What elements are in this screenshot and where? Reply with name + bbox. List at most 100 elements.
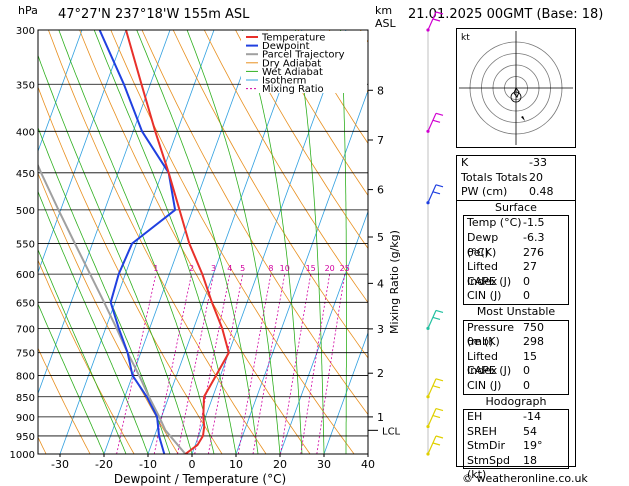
legend-entry: Mixing Ratio bbox=[262, 84, 324, 95]
index-value: 298 bbox=[523, 335, 544, 349]
mixing-ratio-line bbox=[237, 274, 272, 454]
wind-barb bbox=[426, 407, 444, 429]
pressure-tick-label: 900 bbox=[16, 413, 35, 424]
legend-entry: Dry Adiabat bbox=[262, 58, 321, 69]
index-value: 20 bbox=[529, 170, 543, 184]
wind-barb bbox=[426, 378, 444, 399]
wind-barb-dot bbox=[426, 326, 430, 330]
mixing-ratio-label: 8 bbox=[268, 264, 273, 273]
index-label: Lifted Index bbox=[467, 260, 498, 288]
pressure-tick-label: 650 bbox=[16, 298, 35, 309]
index-row: θe (K) 298 bbox=[464, 335, 568, 350]
mixing-ratio-label: 25 bbox=[340, 264, 350, 273]
hodograph: kt bbox=[459, 31, 573, 145]
wind-barb-flag bbox=[432, 442, 441, 446]
index-row: Temp (°C) -1.5 bbox=[464, 216, 568, 231]
index-row: PW (cm) 0.48 bbox=[457, 185, 575, 200]
datetime-label: 21.01.2025 00GMT (Base: 18) bbox=[408, 7, 604, 22]
credit-label: © weatheronline.co.uk bbox=[462, 472, 588, 485]
location-label: 47°27'N 237°18'W 155m ASL bbox=[58, 7, 250, 22]
index-value: 0 bbox=[523, 289, 530, 303]
pressure-tick-label: 600 bbox=[16, 270, 35, 281]
km-tick-label: 1 bbox=[377, 411, 384, 424]
isotherm-line bbox=[191, 30, 347, 454]
wind-barb-dot bbox=[426, 201, 430, 205]
pressure-tick-label: 450 bbox=[16, 169, 35, 180]
wind-barb-flag bbox=[435, 184, 444, 188]
wind-barb-flag bbox=[435, 11, 444, 15]
wind-barb-flag bbox=[435, 112, 444, 116]
hodograph-unit: kt bbox=[461, 33, 470, 43]
index-label: Temp (°C) bbox=[467, 216, 522, 230]
wind-barb-staff bbox=[427, 378, 437, 398]
wind-barb-staff bbox=[427, 435, 437, 455]
pressure-tick-label: 950 bbox=[16, 432, 35, 443]
dry-adiabat-line bbox=[266, 30, 368, 197]
mixing-ratio-label: 5 bbox=[240, 264, 245, 273]
index-label: Totals Totals bbox=[461, 170, 528, 184]
wind-barb-dot bbox=[426, 395, 430, 399]
index-label: Pressure (mb) bbox=[467, 320, 514, 349]
index-label: StmSpd (kt) bbox=[467, 453, 510, 482]
hodograph-section: EH -14 SREH 54 StmDir 19° StmSpd (kt) 18 bbox=[463, 409, 569, 482]
hpa-unit-label: hPa bbox=[18, 4, 38, 17]
index-value: 19° bbox=[523, 439, 543, 453]
lcl-label: LCL bbox=[382, 426, 401, 437]
temperature-tick-label: -10 bbox=[139, 458, 157, 471]
index-row: Pressure (mb) 750 bbox=[464, 320, 568, 349]
wind-barb bbox=[426, 435, 444, 456]
index-value: 750 bbox=[523, 320, 544, 334]
pressure-tick-label: 800 bbox=[16, 371, 35, 382]
wind-barb-staff bbox=[427, 310, 437, 329]
wind-barb-flag bbox=[432, 119, 441, 123]
wind-barb-staff bbox=[427, 11, 437, 31]
mixing-ratio-label: 2 bbox=[189, 264, 194, 273]
wind-barb-flag bbox=[432, 191, 441, 195]
index-row: StmSpd (kt) 18 bbox=[464, 453, 568, 482]
index-row: CIN (J) 0 bbox=[464, 289, 568, 304]
hodograph-panel: kt bbox=[456, 28, 576, 148]
temperature-tick-label: 10 bbox=[229, 458, 243, 471]
mixing-ratio-label: 4 bbox=[227, 264, 232, 273]
wind-barb-staff bbox=[427, 184, 437, 204]
most-unstable-section: Pressure (mb) 750 θe (K) 298 Lifted Index 15 C… bbox=[463, 319, 569, 395]
wind-barb-flag bbox=[432, 414, 441, 419]
wind-barb-flag bbox=[432, 316, 441, 320]
temperature-profile bbox=[125, 30, 230, 454]
temperature-tick-label: -20 bbox=[95, 458, 113, 471]
index-value: -33 bbox=[529, 156, 547, 169]
plot-frame bbox=[37, 29, 369, 455]
legend-entry: Dewpoint bbox=[262, 41, 310, 52]
legend-entry: Temperature bbox=[261, 33, 325, 44]
indices-table: K -33 Totals Totals 20 PW (cm) 0.48 Surface T… bbox=[456, 155, 576, 482]
isotherm-line bbox=[147, 30, 303, 454]
mixing-ratio-axis-title: Mixing Ratio (g/kg) bbox=[388, 230, 401, 334]
mixing-ratio-label: 1 bbox=[153, 264, 158, 273]
index-row: CAPE (J) 0 bbox=[464, 364, 568, 379]
isotherm-line bbox=[38, 30, 127, 274]
index-label: PW (cm) bbox=[461, 185, 508, 199]
storm-motion-arrow bbox=[521, 116, 525, 121]
isotherm-line bbox=[59, 30, 215, 454]
index-value: -6.3 bbox=[523, 230, 545, 244]
wind-barb-dot bbox=[426, 424, 430, 429]
mixing-ratio-label: 3 bbox=[211, 264, 216, 273]
pressure-tick-label: 400 bbox=[16, 127, 35, 138]
index-row: CAPE (J) 0 bbox=[464, 275, 568, 290]
index-label: θe(K) bbox=[467, 245, 497, 259]
index-value: 0 bbox=[523, 274, 530, 288]
km-tick-label: 7 bbox=[377, 134, 384, 147]
hodograph-trace bbox=[513, 87, 520, 99]
wind-barb-staff bbox=[427, 408, 437, 427]
legend-background bbox=[241, 31, 367, 93]
index-label: CAPE (J) bbox=[467, 364, 512, 378]
pressure-tick-label: 1000 bbox=[10, 450, 35, 461]
pressure-tick-label: 300 bbox=[16, 26, 35, 37]
asl-unit-label: ASL bbox=[375, 17, 396, 30]
km-tick-label: 8 bbox=[377, 84, 384, 97]
index-row: CIN (J) 0 bbox=[464, 379, 568, 394]
most-unstable-header: Most Unstable bbox=[476, 304, 556, 318]
wet-adiabat-line bbox=[340, 30, 347, 454]
pressure-tick-label: 700 bbox=[16, 324, 35, 335]
